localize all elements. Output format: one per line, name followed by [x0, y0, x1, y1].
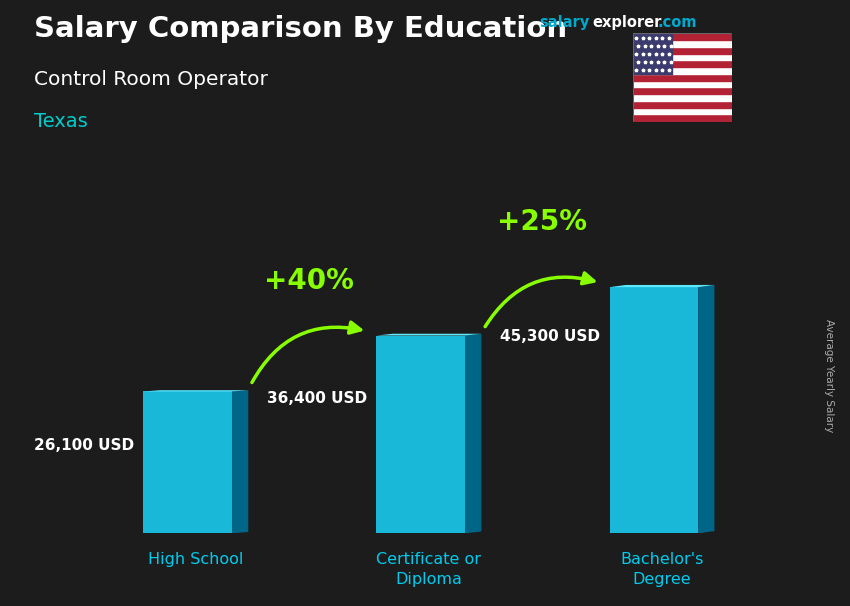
Text: High School: High School	[148, 552, 244, 567]
Polygon shape	[144, 390, 248, 391]
Text: Bachelor's
Degree: Bachelor's Degree	[620, 552, 704, 587]
Text: explorer: explorer	[592, 15, 662, 30]
Text: 26,100 USD: 26,100 USD	[34, 438, 134, 453]
Polygon shape	[609, 287, 698, 533]
FancyArrowPatch shape	[252, 322, 360, 382]
Polygon shape	[465, 334, 481, 533]
FancyArrowPatch shape	[485, 273, 594, 327]
Text: Control Room Operator: Control Room Operator	[34, 70, 268, 88]
Text: 45,300 USD: 45,300 USD	[500, 329, 600, 344]
Text: +40%: +40%	[264, 267, 354, 295]
Polygon shape	[698, 285, 714, 533]
Text: Average Yearly Salary: Average Yearly Salary	[824, 319, 834, 432]
Polygon shape	[609, 285, 714, 287]
Polygon shape	[232, 390, 248, 533]
Text: Salary Comparison By Education: Salary Comparison By Education	[34, 15, 567, 43]
Text: Texas: Texas	[34, 112, 88, 131]
Text: +25%: +25%	[497, 208, 587, 236]
Polygon shape	[377, 334, 481, 336]
Text: .com: .com	[657, 15, 696, 30]
Polygon shape	[377, 336, 465, 533]
Text: Certificate or
Diploma: Certificate or Diploma	[377, 552, 481, 587]
Text: salary: salary	[540, 15, 590, 30]
Text: 36,400 USD: 36,400 USD	[267, 391, 367, 406]
Polygon shape	[144, 391, 232, 533]
